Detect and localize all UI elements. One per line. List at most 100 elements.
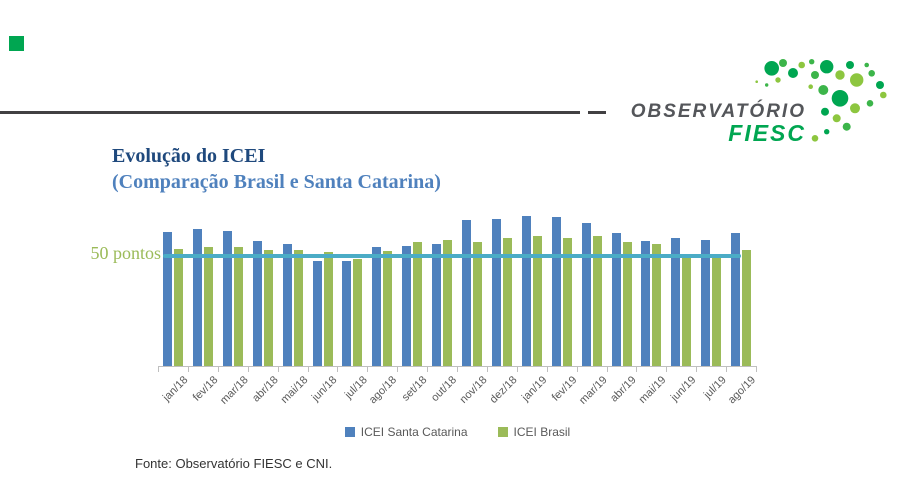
x-axis-tick xyxy=(547,367,548,372)
x-axis-label-jun/19: jun/19 xyxy=(668,374,699,404)
bar-icei-brasil-jan/18 xyxy=(174,249,183,366)
source-note: Fonte: Observatório FIESC e CNI. xyxy=(135,456,333,471)
logo-dash xyxy=(588,111,606,114)
reference-line-label: 50 pontos xyxy=(90,243,161,263)
bar-icei-sc-jun/19 xyxy=(671,238,680,366)
fiesc-logo-text: FIESC xyxy=(728,120,806,146)
x-axis-label-abr/18: abr/18 xyxy=(249,374,281,405)
x-axis-tick xyxy=(457,367,458,372)
x-axis-label-set/18: set/18 xyxy=(399,374,430,404)
bar-icei-sc-mar/19 xyxy=(582,223,591,366)
bar-icei-sc-mai/18 xyxy=(283,244,292,366)
x-axis-label-mar/18: mar/18 xyxy=(217,374,251,407)
bar-icei-brasil-mar/19 xyxy=(593,236,602,366)
x-axis-label-jun/18: jun/18 xyxy=(309,374,340,404)
x-axis-tick xyxy=(696,367,697,372)
bar-icei-sc-jun/18 xyxy=(313,261,322,366)
x-axis-tick xyxy=(337,367,338,372)
bar-icei-sc-nov/18 xyxy=(462,220,471,366)
x-axis-tick xyxy=(218,367,219,372)
bar-icei-brasil-ago/18 xyxy=(383,251,392,366)
bar-icei-brasil-out/18 xyxy=(443,240,452,366)
chart-subtitle: (Comparação Brasil e Santa Catarina) xyxy=(112,171,441,193)
legend-swatch-santa-catarina xyxy=(344,427,355,437)
x-axis-label-dez/18: dez/18 xyxy=(487,374,520,406)
x-axis-label-nov/18: nov/18 xyxy=(457,374,490,406)
x-axis-tick xyxy=(756,367,757,372)
x-axis-tick xyxy=(367,367,368,372)
x-axis-tick xyxy=(188,367,189,372)
x-axis-label-jan/19: jan/19 xyxy=(519,374,550,404)
bar-icei-sc-abr/19 xyxy=(612,233,621,366)
legend-label-santa-catarina: ICEI Santa Catarina xyxy=(360,425,468,439)
x-axis-tick xyxy=(397,367,398,372)
x-axis-label-out/18: out/18 xyxy=(429,374,460,405)
x-axis-label-fev/18: fev/18 xyxy=(190,374,221,404)
bar-icei-sc-abr/18 xyxy=(253,241,262,366)
chart-legend: ICEI Santa Catarina ICEI Brasil xyxy=(158,425,757,439)
bar-icei-sc-fev/18 xyxy=(193,229,202,366)
x-axis-tick xyxy=(427,367,428,372)
bar-icei-brasil-ago/19 xyxy=(742,250,751,366)
bar-icei-brasil-fev/18 xyxy=(204,247,213,366)
bar-icei-brasil-abr/18 xyxy=(264,250,273,366)
x-axis-label-jul/19: jul/19 xyxy=(701,374,729,402)
bar-icei-brasil-abr/19 xyxy=(623,242,632,366)
header-rule xyxy=(0,111,580,114)
accent-square xyxy=(9,36,24,51)
x-axis-label-abr/19: abr/19 xyxy=(607,374,639,405)
x-axis-tick xyxy=(517,367,518,372)
x-axis-label-jul/18: jul/18 xyxy=(342,374,370,402)
x-axis-tick xyxy=(487,367,488,372)
legend-swatch-brasil xyxy=(497,427,508,437)
x-axis-tick xyxy=(577,367,578,372)
bar-icei-brasil-jan/19 xyxy=(533,236,542,366)
x-axis-label-mar/19: mar/19 xyxy=(576,374,610,407)
bar-icei-brasil-mar/18 xyxy=(234,247,243,366)
x-axis-tick xyxy=(278,367,279,372)
bar-icei-brasil-mai/18 xyxy=(294,250,303,366)
bar-icei-brasil-jul/18 xyxy=(353,259,362,366)
bar-icei-sc-fev/19 xyxy=(552,217,561,366)
x-axis-label-ago/18: ago/18 xyxy=(367,374,400,407)
x-axis-line xyxy=(158,366,757,367)
observatorio-logo-text: OBSERVATÓRIO xyxy=(630,101,806,122)
x-axis-tick xyxy=(248,367,249,372)
bar-icei-brasil-jun/19 xyxy=(682,257,691,366)
bar-icei-brasil-fev/19 xyxy=(563,238,572,366)
bar-icei-sc-ago/18 xyxy=(372,247,381,366)
x-axis-tick xyxy=(636,367,637,372)
bar-icei-sc-dez/18 xyxy=(492,219,501,366)
legend-item-santa-catarina: ICEI Santa Catarina xyxy=(344,425,468,439)
x-axis-label-ago/19: ago/19 xyxy=(726,374,759,407)
x-axis-tick xyxy=(726,367,727,372)
bar-icei-brasil-jun/18 xyxy=(324,252,333,366)
bar-icei-brasil-dez/18 xyxy=(503,238,512,366)
x-axis-tick xyxy=(666,367,667,372)
reference-line xyxy=(163,254,741,258)
bar-icei-brasil-nov/18 xyxy=(473,242,482,366)
bar-icei-sc-mai/19 xyxy=(641,241,650,366)
x-axis-label-fev/19: fev/19 xyxy=(549,374,580,404)
x-axis-label-mai/19: mai/19 xyxy=(636,374,669,406)
x-axis-label-jan/18: jan/18 xyxy=(160,374,191,404)
bar-icei-sc-mar/18 xyxy=(223,231,232,366)
x-axis-tick xyxy=(607,367,608,372)
bar-icei-sc-out/18 xyxy=(432,244,441,366)
x-axis-tick xyxy=(158,367,159,372)
x-axis-label-mai/18: mai/18 xyxy=(278,374,311,406)
bar-icei-sc-ago/19 xyxy=(731,233,740,366)
bar-icei-brasil-jul/19 xyxy=(712,257,721,366)
bar-icei-brasil-mai/19 xyxy=(652,244,661,366)
chart-title: Evolução do ICEI xyxy=(112,145,266,167)
bar-icei-sc-jan/18 xyxy=(163,232,172,366)
bar-icei-sc-jul/19 xyxy=(701,240,710,366)
legend-label-brasil: ICEI Brasil xyxy=(513,425,571,439)
fiesc-logo-dots-icon xyxy=(755,59,887,142)
legend-item-brasil: ICEI Brasil xyxy=(497,425,571,439)
bar-icei-sc-jul/18 xyxy=(342,261,351,366)
x-axis-tick xyxy=(308,367,309,372)
bar-icei-brasil-set/18 xyxy=(413,242,422,366)
bar-icei-sc-set/18 xyxy=(402,246,411,366)
